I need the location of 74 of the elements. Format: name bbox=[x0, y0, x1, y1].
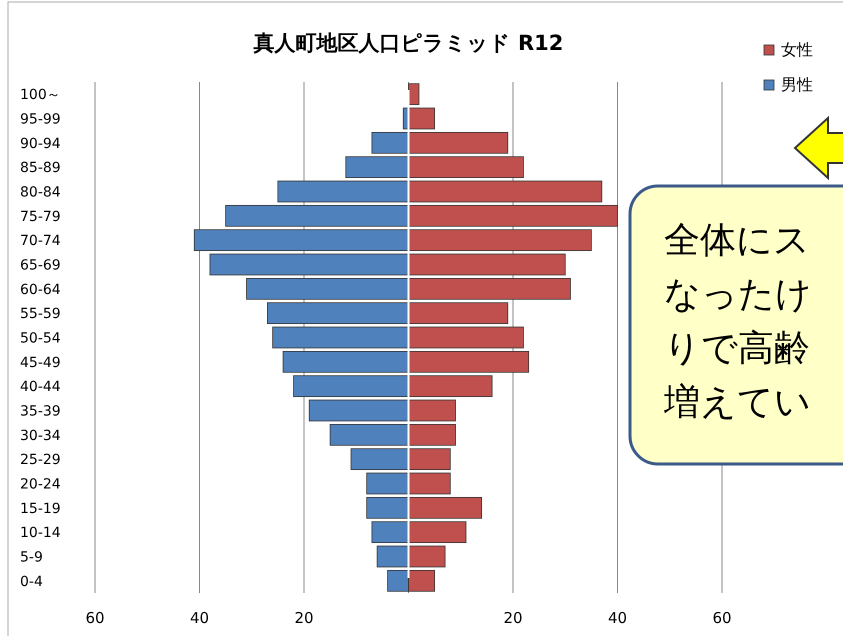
annotation: 増えてい bbox=[663, 382, 811, 423]
y-tick-label: 65-69 bbox=[20, 258, 61, 274]
bar bbox=[408, 424, 456, 446]
x-tick-label: 60 bbox=[712, 609, 732, 627]
bar bbox=[246, 278, 409, 300]
bar bbox=[408, 302, 508, 324]
y-tick-label: 70-74 bbox=[20, 233, 61, 250]
bar bbox=[293, 375, 409, 398]
x-tick-label: 60 bbox=[85, 609, 105, 627]
bar bbox=[408, 326, 524, 348]
y-tick-label: 10-14 bbox=[20, 525, 61, 542]
annotation: 全体にス bbox=[664, 220, 810, 261]
y-tick-label: 30-34 bbox=[20, 428, 61, 444]
bar bbox=[366, 472, 409, 494]
bar bbox=[408, 496, 482, 519]
bar bbox=[372, 521, 409, 544]
bar bbox=[282, 350, 409, 373]
y-tick-label: 100～ bbox=[20, 87, 61, 104]
y-tick-label: 25-29 bbox=[20, 452, 61, 468]
bar bbox=[387, 570, 409, 592]
bar bbox=[272, 326, 409, 348]
bar bbox=[408, 472, 451, 494]
bar bbox=[350, 448, 409, 470]
bar bbox=[345, 156, 409, 178]
y-tick-label: 5-9 bbox=[20, 550, 43, 566]
bar bbox=[267, 302, 409, 324]
y-tick-label: 15-19 bbox=[20, 500, 61, 517]
bar bbox=[225, 204, 409, 227]
bar bbox=[408, 180, 602, 202]
x-tick-label: 20 bbox=[503, 609, 523, 627]
bar bbox=[194, 229, 409, 252]
legend-label: 男性 bbox=[781, 75, 813, 94]
bar bbox=[408, 83, 420, 106]
y-tick-label: 50-54 bbox=[20, 330, 61, 346]
bar bbox=[308, 400, 409, 422]
bar bbox=[408, 254, 566, 276]
y-tick-label: 90-94 bbox=[20, 136, 61, 152]
bar bbox=[277, 180, 409, 202]
bar bbox=[408, 156, 524, 178]
bar bbox=[408, 375, 492, 398]
bar bbox=[376, 546, 409, 568]
bar bbox=[210, 254, 409, 276]
bar bbox=[408, 350, 530, 373]
bar bbox=[408, 229, 592, 252]
annotation: りで高齢 bbox=[664, 328, 810, 369]
y-tick-label: 75-79 bbox=[20, 208, 61, 225]
bar bbox=[330, 424, 409, 446]
x-tick-label: 40 bbox=[190, 609, 210, 627]
y-tick-label: 55-59 bbox=[20, 306, 61, 322]
bar bbox=[408, 570, 436, 592]
y-tick-label: 60-64 bbox=[20, 282, 61, 298]
chart-title: 真人町地区人口ピラミッド R12 bbox=[252, 31, 564, 55]
bar bbox=[408, 204, 618, 227]
bar bbox=[366, 496, 409, 519]
bar bbox=[408, 108, 436, 130]
y-tick-label: 80-84 bbox=[20, 184, 61, 200]
bar bbox=[408, 400, 456, 422]
y-tick-label: 95-99 bbox=[20, 112, 61, 128]
y-tick-label: 20-24 bbox=[20, 476, 61, 492]
bar bbox=[408, 278, 571, 300]
bar bbox=[408, 132, 508, 154]
legend-label: 女性 bbox=[781, 40, 813, 59]
y-tick-label: 0-4 bbox=[20, 574, 43, 590]
bar bbox=[372, 132, 409, 154]
x-tick-label: 20 bbox=[294, 609, 314, 627]
bar bbox=[408, 521, 466, 544]
bar bbox=[408, 448, 451, 470]
y-tick-label: 85-89 bbox=[20, 160, 61, 176]
y-tick-label: 35-39 bbox=[20, 404, 61, 420]
bar bbox=[408, 546, 446, 568]
annotation: なったけ bbox=[664, 274, 812, 315]
x-tick-label: 40 bbox=[608, 609, 628, 627]
y-tick-label: 45-49 bbox=[20, 354, 61, 371]
y-tick-label: 40-44 bbox=[20, 379, 61, 396]
